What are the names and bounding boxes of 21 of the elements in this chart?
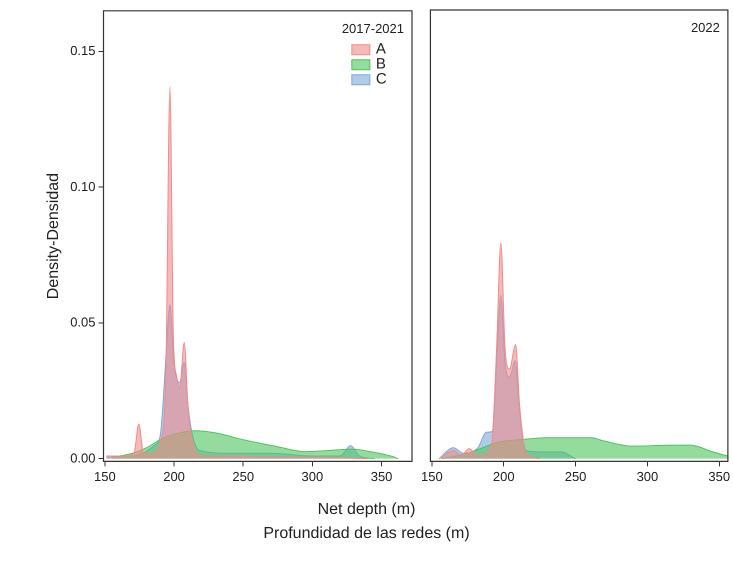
y-tick-label: 0.05 — [70, 314, 96, 330]
x-tick-label: 150 — [94, 468, 116, 484]
legend-label: C — [376, 70, 387, 88]
x-tick-label: 200 — [163, 468, 185, 484]
x-tick-label: 350 — [708, 468, 730, 484]
y-tick-label: 0.15 — [70, 43, 96, 58]
legend-label: A — [376, 40, 386, 58]
legend-title: 2017-2021 — [342, 20, 404, 36]
x-tick-label: 300 — [636, 468, 658, 484]
x-tick-label: 300 — [302, 468, 324, 484]
x-tick-label: 150 — [421, 468, 443, 484]
y-tick-label: 0.10 — [70, 178, 96, 194]
x-tick-label: 200 — [492, 468, 515, 484]
x-axis-title: Net depth (m) Profundidad de las redes (m) — [262, 500, 471, 544]
x-tick-label: 250 — [564, 468, 586, 484]
x-tick-label: 350 — [370, 468, 392, 484]
legend-label: B — [376, 55, 386, 72]
legend-title: 2022 — [690, 20, 720, 36]
y-tick-label: 0.00 — [70, 450, 96, 466]
y-axis-title: Density-Densidad — [45, 172, 62, 300]
x-tick-label: 250 — [232, 468, 254, 484]
